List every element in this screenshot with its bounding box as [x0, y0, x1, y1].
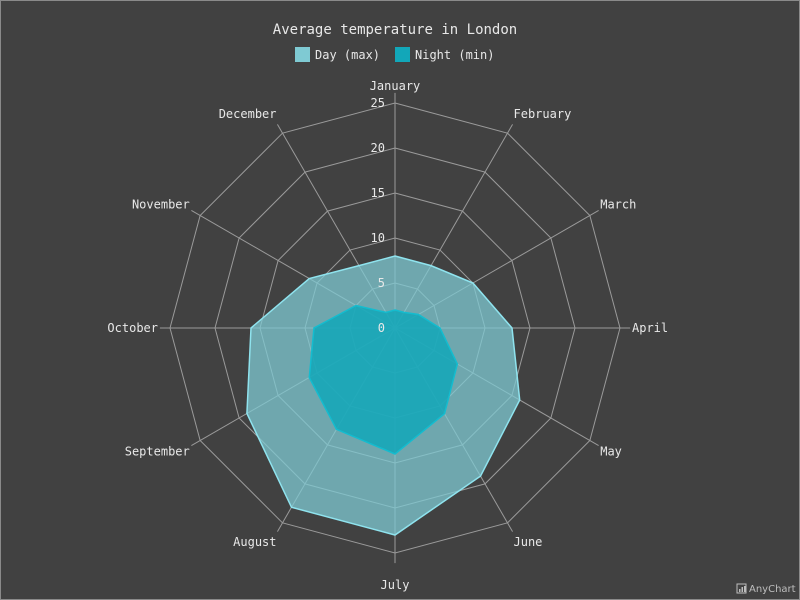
series-layer: [246, 255, 521, 536]
anychart-credit[interactable]: AnyChart: [736, 583, 796, 595]
category-label-october: October: [107, 321, 158, 335]
tick-label: 20: [371, 141, 385, 155]
category-label-september: September: [125, 445, 190, 459]
category-label-august: August: [233, 535, 276, 549]
credit-text[interactable]: AnyChart: [749, 584, 796, 595]
category-label-november: November: [132, 198, 190, 212]
series-area-night-min[interactable]: [308, 304, 459, 455]
legend-label-day-max[interactable]: Day (max): [315, 48, 380, 62]
legend[interactable]: Day (max) Night (min): [295, 47, 494, 62]
category-label-february: February: [514, 107, 572, 121]
legend-swatch-night-min[interactable]: [395, 47, 410, 62]
tick-label: 25: [371, 96, 385, 110]
category-label-january: January: [370, 79, 421, 93]
category-label-june: June: [514, 535, 543, 549]
category-label-march: March: [600, 198, 636, 212]
legend-label-night-min[interactable]: Night (min): [415, 48, 494, 62]
tick-label: 15: [371, 186, 385, 200]
category-label-may: May: [600, 445, 622, 459]
tick-label: 10: [371, 231, 385, 245]
chart-title: Average temperature in London: [273, 22, 517, 38]
category-label-july: July: [381, 578, 410, 592]
radial-axis-ticks: 0 5 10 15 20 25: [371, 96, 385, 335]
category-labels: January February March April May June July Augu…: [107, 79, 668, 592]
tick-label: 0: [378, 321, 385, 335]
tick-label: 5: [378, 276, 385, 290]
category-label-december: December: [219, 107, 277, 121]
bar-chart-icon[interactable]: [736, 583, 747, 594]
category-label-april: April: [632, 321, 668, 335]
legend-swatch-day-max[interactable]: [295, 47, 310, 62]
